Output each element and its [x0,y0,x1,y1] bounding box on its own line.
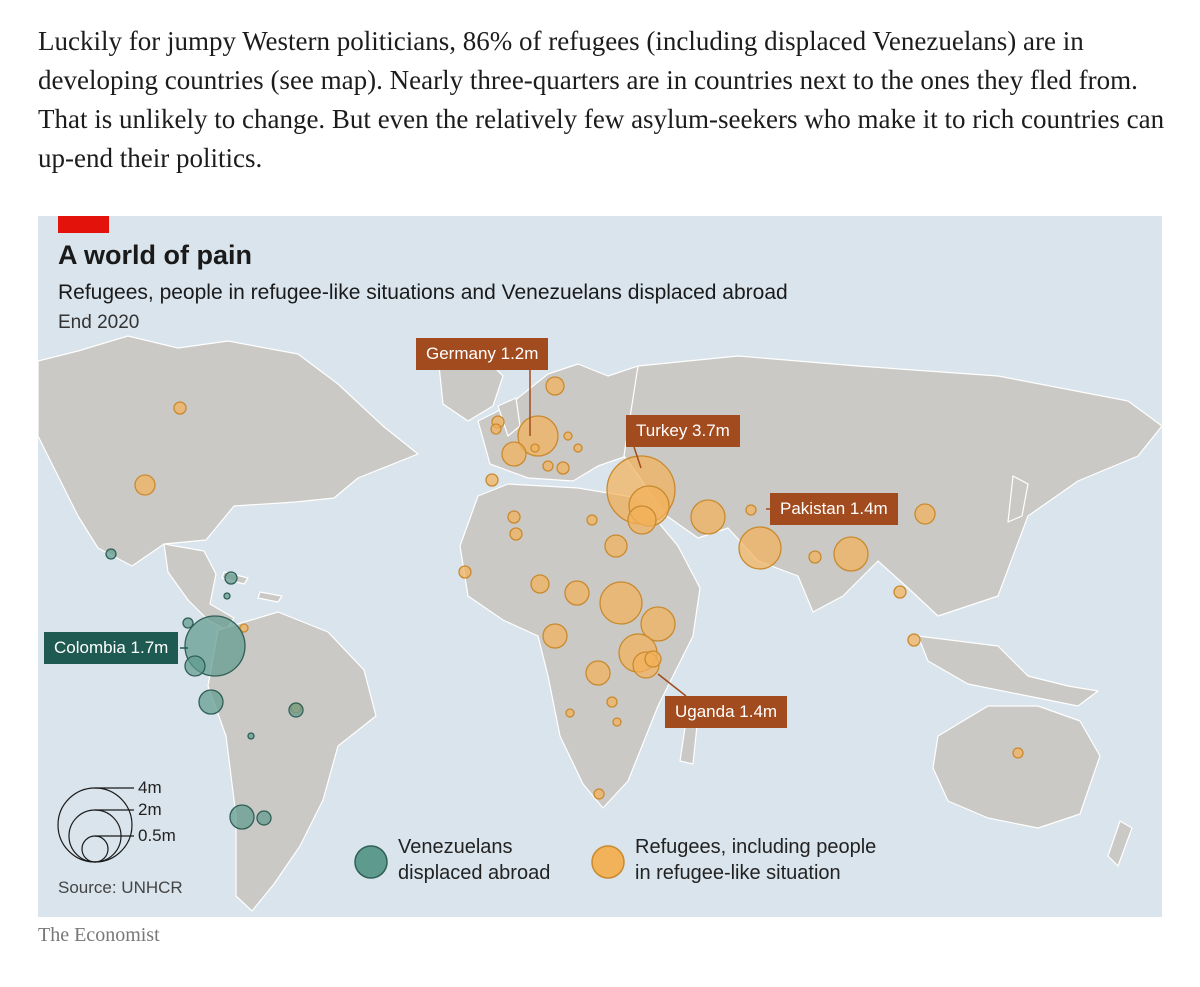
refugee-bubble-40 [563,431,573,441]
refugee-bubble-31 [745,504,757,516]
callout-uganda: Uganda 1.4m [665,696,788,728]
legend-refugees-line2: in refugee-like situation [635,862,841,884]
callout-turkey: Turkey 3.7m [626,415,740,447]
publication-credit: The Economist [38,924,160,946]
legend-venezuelans-line2: displaced abroad [398,862,551,884]
refugee-bubble-9 [604,534,628,558]
refugee-bubble-43 [612,717,622,727]
size-legend-label-4m: 4m [138,778,162,797]
world-map [38,335,1162,912]
refugee-bubble-27 [808,550,822,564]
new-zealand-landmass [1107,820,1133,867]
refugee-bubble-26 [509,527,523,541]
refugee-bubble-25 [485,473,499,487]
refugee-bubble-42 [530,443,540,453]
chart-period: End 2020 [58,312,140,333]
refugee-bubble-17 [585,660,611,686]
refugee-bubble-5 [690,499,726,535]
venezuelan-bubble-48 [229,804,255,830]
chart-subtitle: Refugees, people in refugee-like situati… [58,281,788,304]
japan-landmass [1007,475,1029,523]
legend-refugees: Refugees, including people in refugee-li… [635,834,876,886]
refugee-bubble-2 [627,505,657,535]
refugee-bubble-18 [530,574,550,594]
refugee-map-figure: A world of pain Refugees, people in refu… [38,216,1162,917]
legend-venezuelans: Venezuelans displaced abroad [398,834,550,886]
africa-landmass [459,483,701,809]
refugee-bubble-30 [1012,747,1024,759]
refugee-bubble-36 [490,423,502,435]
refugee-bubble-6 [738,526,782,570]
refugee-bubble-19 [458,565,472,579]
refugee-bubble-21 [134,474,156,496]
bubble-layer [105,376,1024,830]
south-america-landmass [207,611,377,912]
refugee-bubble-37 [542,460,554,472]
venezuelan-bubble-49 [256,810,272,826]
size-legend-label-2m: 2m [138,800,162,819]
southeast-asia-islands [917,635,1099,707]
refugee-bubble-3 [517,415,559,457]
refugee-bubble-15 [644,650,662,668]
refugee-bubble-11 [564,580,590,606]
callout-germany: Germany 1.2m [416,338,549,370]
refugee-bubble-38 [556,461,570,475]
venezuelan-bubble-52 [182,617,194,629]
refugee-bubble-34 [606,696,618,708]
callout-colombia: Colombia 1.7m [44,632,179,664]
refugee-bubble-8 [914,503,936,525]
venezuelan-bubble-53 [105,548,117,560]
refugee-bubble-44 [565,708,575,718]
refugee-bubble-16 [542,623,568,649]
refugee-bubble-41 [573,443,583,453]
venezuelan-bubble-54 [223,592,231,600]
refugee-bubble-22 [173,401,187,415]
venezuelan-bubble-55 [247,732,255,740]
size-legend [57,787,134,863]
venezuelan-bubble-46 [184,655,206,677]
article-paragraph: Luckily for jumpy Western politicians, 8… [38,26,1165,173]
chart-source: Source: UNHCR [58,878,183,897]
legend-refugees-line1: Refugees, including people [635,836,877,858]
refugee-bubble-12 [640,606,676,642]
callout-pakistan: Pakistan 1.4m [770,493,898,525]
refugee-bubble-33 [239,623,249,633]
size-legend-label-0.5m: 0.5m [138,826,176,845]
refugee-bubble-28 [893,585,907,599]
australia-landmass [932,705,1101,829]
size-legend-circle-4m [57,787,133,863]
venezuelan-bubble-47 [198,689,224,715]
venezuelan-bubble-51 [224,571,238,585]
refugee-bubble-29 [907,633,921,647]
refugee-bubble-20 [507,510,521,524]
north-america-landmass [38,335,419,567]
asia-landmass [623,355,1162,617]
refugee-bubble-39 [586,514,598,526]
venezuelan-bubble-50 [288,702,304,718]
leader-line-uganda [657,673,687,697]
refugee-bubble-4 [501,441,527,467]
refugee-bubble-7 [833,536,869,572]
refugee-bubble-10 [599,581,643,625]
chart-title: A world of pain [58,240,252,270]
economist-red-tab [58,216,109,233]
legend-venezuelans-line1: Venezuelans [398,836,513,858]
refugee-bubble-23 [545,376,565,396]
refugee-bubble-35 [593,788,605,800]
leader-line-turkey [633,446,642,469]
callout-leader-lines [180,370,779,697]
size-legend-circle-0.5m [81,835,109,863]
